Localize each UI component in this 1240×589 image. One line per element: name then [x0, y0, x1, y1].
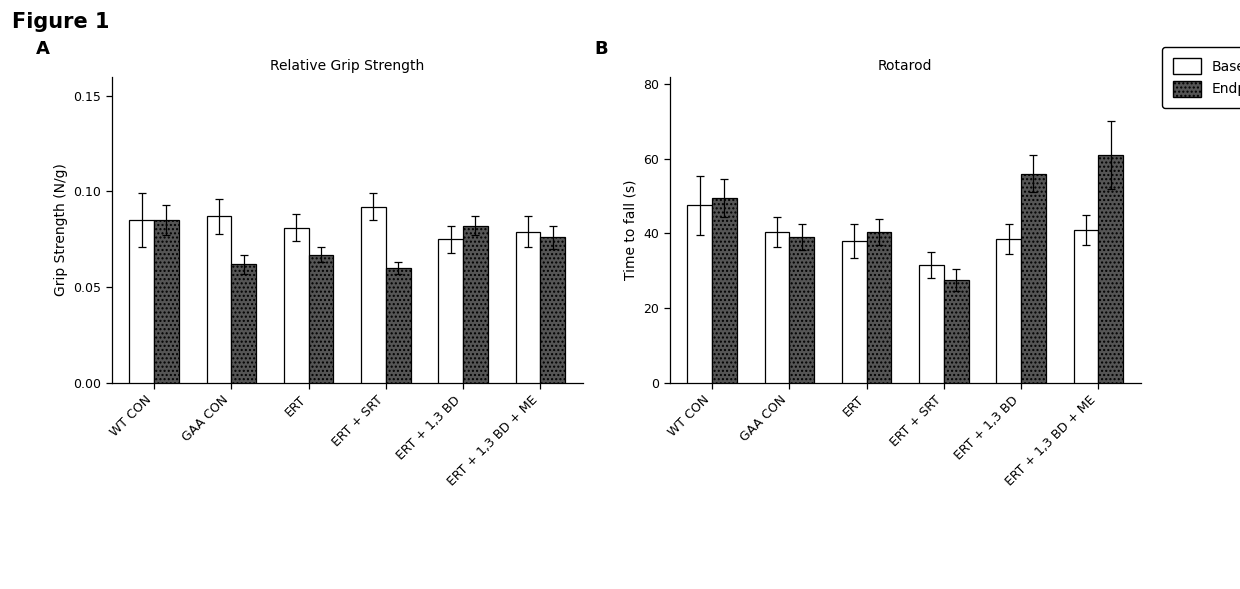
Bar — [790, 237, 813, 383]
Bar — [463, 226, 487, 383]
Text: B: B — [594, 40, 608, 58]
Bar — [919, 265, 944, 383]
Bar — [842, 241, 867, 383]
Bar — [687, 206, 712, 383]
Bar — [361, 207, 386, 383]
Bar — [1099, 155, 1123, 383]
Bar — [284, 228, 309, 383]
Bar — [541, 237, 565, 383]
Title: Rotarod: Rotarod — [878, 59, 932, 72]
Bar — [309, 254, 334, 383]
Bar — [1074, 230, 1099, 383]
Bar — [867, 231, 892, 383]
Bar — [154, 220, 179, 383]
Title: Relative Grip Strength: Relative Grip Strength — [270, 59, 424, 72]
Bar — [129, 220, 154, 383]
Legend: Baseline, Endpoint: Baseline, Endpoint — [1162, 47, 1240, 108]
Bar — [944, 280, 968, 383]
Bar — [516, 231, 541, 383]
Bar — [765, 231, 790, 383]
Bar — [997, 239, 1021, 383]
Y-axis label: Time to fall (s): Time to fall (s) — [624, 180, 637, 280]
Bar — [1021, 174, 1045, 383]
Bar — [712, 198, 737, 383]
Bar — [439, 239, 463, 383]
Text: Figure 1: Figure 1 — [12, 12, 110, 32]
Text: A: A — [36, 40, 50, 58]
Bar — [386, 268, 410, 383]
Y-axis label: Grip Strength (N/g): Grip Strength (N/g) — [53, 163, 68, 296]
Bar — [232, 264, 255, 383]
Bar — [207, 216, 232, 383]
